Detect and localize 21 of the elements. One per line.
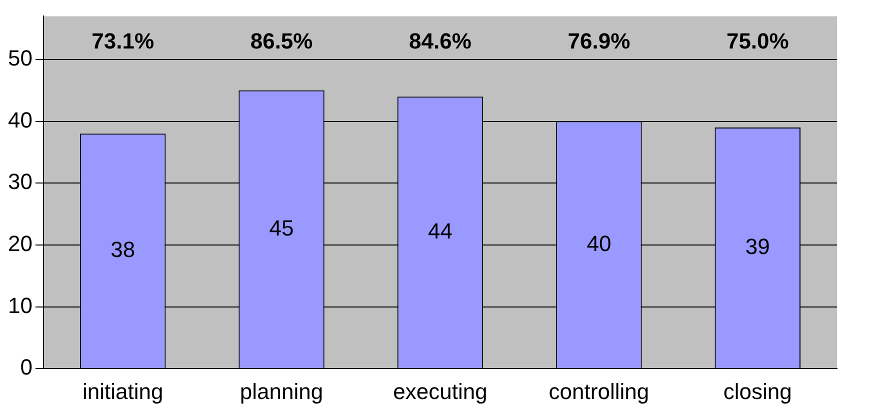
annotation: 84.6%: [409, 28, 472, 54]
annotation: 86.5%: [250, 28, 313, 54]
data-label: 38: [110, 236, 136, 262]
y-tick-label: 40: [8, 107, 32, 132]
data-label: 39: [745, 234, 770, 259]
x-tick-label: initiating: [82, 378, 164, 404]
x-tick-label: closing: [723, 378, 792, 404]
x-tick-label: planning: [240, 378, 324, 404]
annotation: 75.0%: [726, 28, 789, 54]
data-label: 44: [428, 218, 452, 244]
y-tick-label: 10: [8, 292, 32, 318]
x-tick-label: controlling: [548, 378, 650, 404]
data-label: 40: [586, 230, 612, 256]
y-tick-label: 30: [8, 169, 32, 194]
annotation: 76.9%: [568, 28, 630, 54]
annotation: 73.1%: [92, 28, 154, 54]
y-tick-label: 50: [8, 46, 32, 71]
y-tick-label: 0: [20, 354, 32, 380]
x-tick-label: executing: [393, 378, 488, 404]
data-label: 45: [269, 215, 294, 240]
y-tick-label: 20: [8, 231, 32, 256]
